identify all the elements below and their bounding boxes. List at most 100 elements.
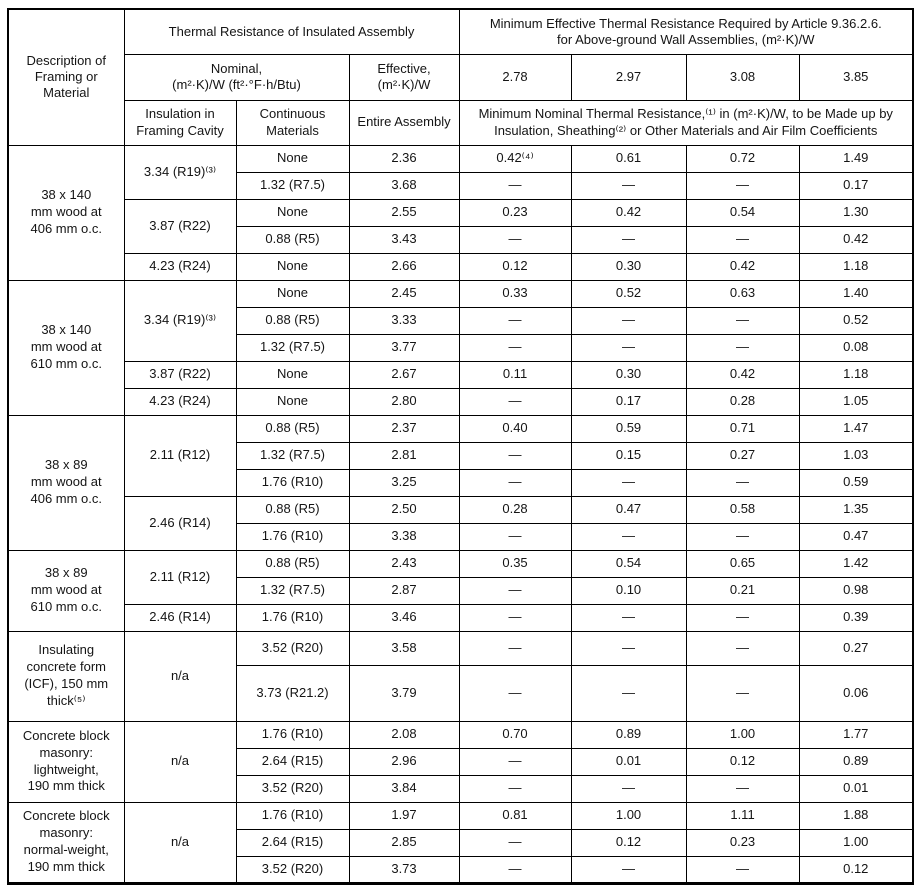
value-cell: 0.61 <box>570 144 687 173</box>
value-cell: 0.27 <box>685 441 800 470</box>
value-cell: 0.11 <box>458 360 572 389</box>
value-cell: — <box>685 855 800 884</box>
effective-assembly-cell: 2.55 <box>348 198 460 227</box>
effective-assembly-cell: 3.73 <box>348 855 460 884</box>
header-min-effective-line: Minimum Effective Thermal Resistance Req… <box>489 15 882 31</box>
continuous-material-cell: 0.88 (R5) <box>235 225 350 254</box>
description-cell: 38 x 140 mm wood at 610 mm o.c. <box>7 279 125 416</box>
value-cell: — <box>458 171 572 200</box>
table-row: 1.32 (R7.5) 2.81 — 0.15 0.27 1.03 <box>8 441 914 470</box>
header-description-line: Framing or <box>34 69 98 85</box>
thermal-resistance-table: Description of Framing or Material Therm… <box>7 8 915 885</box>
continuous-material-cell: None <box>235 279 350 308</box>
value-cell: 1.30 <box>798 198 914 227</box>
value-cell: 0.89 <box>798 747 914 776</box>
value-cell: — <box>458 828 572 857</box>
value-cell: — <box>570 306 687 335</box>
value-cell: — <box>685 225 800 254</box>
description-line: masonry: <box>39 744 93 760</box>
continuous-material-cell: 2.64 (R15) <box>235 828 350 857</box>
value-cell: 0.52 <box>570 279 687 308</box>
table-row: 1.32 (R7.5) 2.87 — 0.10 0.21 0.98 <box>8 576 914 605</box>
description-cell: 38 x 89 mm wood at 406 mm o.c. <box>7 414 125 551</box>
header-req-278: 2.78 <box>458 53 572 101</box>
description-line: Insulating <box>38 642 95 658</box>
table-header: Description of Framing or Material Therm… <box>7 8 914 146</box>
header-min-effective-line: for Above-ground Wall Assemblies, (m²·K)… <box>557 31 815 47</box>
value-cell: — <box>458 747 572 776</box>
continuous-material-cell: None <box>235 387 350 416</box>
continuous-material-cell: None <box>235 144 350 173</box>
effective-assembly-cell: 2.37 <box>348 414 460 443</box>
value-cell: 0.01 <box>798 774 914 803</box>
value-cell: 1.11 <box>685 801 800 830</box>
value-cell: 0.59 <box>570 414 687 443</box>
cavity-insulation-cell: 2.11 (R12) <box>123 414 237 497</box>
value-cell: — <box>685 522 800 551</box>
value-cell: 0.54 <box>570 549 687 578</box>
effective-assembly-cell: 3.25 <box>348 468 460 497</box>
value-cell: 0.30 <box>570 360 687 389</box>
value-cell: — <box>570 225 687 254</box>
continuous-material-cell: None <box>235 252 350 281</box>
cavity-insulation-cell: 2.11 (R12) <box>123 549 237 605</box>
continuous-material-cell: 1.32 (R7.5) <box>235 171 350 200</box>
header-continuous-materials-line: Materials <box>266 122 319 138</box>
value-cell: 0.89 <box>570 720 687 749</box>
description-line: 38 x 89 <box>44 565 88 581</box>
effective-assembly-cell: 1.97 <box>348 801 460 830</box>
effective-assembly-cell: 2.45 <box>348 279 460 308</box>
value-cell: — <box>570 333 687 362</box>
value-cell: 0.47 <box>798 522 914 551</box>
description-line: 610 mm o.c. <box>30 355 103 371</box>
continuous-material-cell: None <box>235 198 350 227</box>
header-nominal-line: Nominal, <box>210 60 263 76</box>
header-req-385: 3.85 <box>798 53 914 101</box>
header-continuous-materials-line: Continuous <box>259 106 326 122</box>
header-description: Description of Framing or Material <box>7 8 125 146</box>
table-body: 38 x 140 mm wood at 406 mm o.c. 3.34 (R1… <box>7 144 914 884</box>
table-row: 3.87 (R22) None 2.67 0.11 0.30 0.42 1.18 <box>8 360 914 389</box>
table-row: 0.88 (R5) 3.43 — — — 0.42 <box>8 225 914 254</box>
continuous-material-cell: None <box>235 360 350 389</box>
value-cell: 0.17 <box>798 171 914 200</box>
continuous-material-cell: 0.88 (R5) <box>235 306 350 335</box>
value-cell: 0.35 <box>458 549 572 578</box>
cavity-insulation-cell: 3.87 (R22) <box>123 198 237 254</box>
cavity-insulation-cell: 2.46 (R14) <box>123 603 237 632</box>
effective-assembly-cell: 2.96 <box>348 747 460 776</box>
description-line: Concrete block <box>22 727 110 743</box>
table-row: 4.23 (R24) None 2.66 0.12 0.30 0.42 1.18 <box>8 252 914 281</box>
continuous-material-cell: 2.64 (R15) <box>235 747 350 776</box>
value-cell: 1.35 <box>798 495 914 524</box>
table-row: 0.88 (R5) 3.33 — — — 0.52 <box>8 306 914 335</box>
value-cell: — <box>458 441 572 470</box>
cavity-insulation-cell: 4.23 (R24) <box>123 387 237 416</box>
value-cell: — <box>685 630 800 666</box>
value-cell: — <box>458 468 572 497</box>
table-row: 38 x 140 mm wood at 406 mm o.c. 3.34 (R1… <box>7 144 914 281</box>
value-cell: 0.28 <box>458 495 572 524</box>
continuous-material-cell: 3.52 (R20) <box>235 630 350 666</box>
value-cell: 1.00 <box>570 801 687 830</box>
value-cell: 1.18 <box>798 252 914 281</box>
header-description-line: Description of <box>26 52 106 68</box>
value-cell: 0.30 <box>570 252 687 281</box>
continuous-material-cell: 3.52 (R20) <box>235 774 350 803</box>
table-row: 38 x 89 mm wood at 610 mm o.c. 2.11 (R12… <box>7 549 914 632</box>
description-line: masonry: <box>39 825 93 841</box>
effective-assembly-cell: 3.68 <box>348 171 460 200</box>
value-cell: — <box>685 171 800 200</box>
effective-assembly-cell: 2.81 <box>348 441 460 470</box>
cavity-insulation-cell: 3.34 (R19)⁽³⁾ <box>123 144 237 200</box>
value-cell: 0.33 <box>458 279 572 308</box>
value-cell: — <box>458 306 572 335</box>
value-cell: 0.23 <box>458 198 572 227</box>
value-cell: 1.05 <box>798 387 914 416</box>
table-row: 4.23 (R24) None 2.80 — 0.17 0.28 1.05 <box>8 387 914 416</box>
table-row: 3.73 (R21.2) 3.79 — — — 0.06 <box>8 664 914 722</box>
value-cell: 1.18 <box>798 360 914 389</box>
value-cell: 0.12 <box>798 855 914 884</box>
cavity-insulation-cell: 4.23 (R24) <box>123 252 237 281</box>
continuous-material-cell: 1.32 (R7.5) <box>235 576 350 605</box>
